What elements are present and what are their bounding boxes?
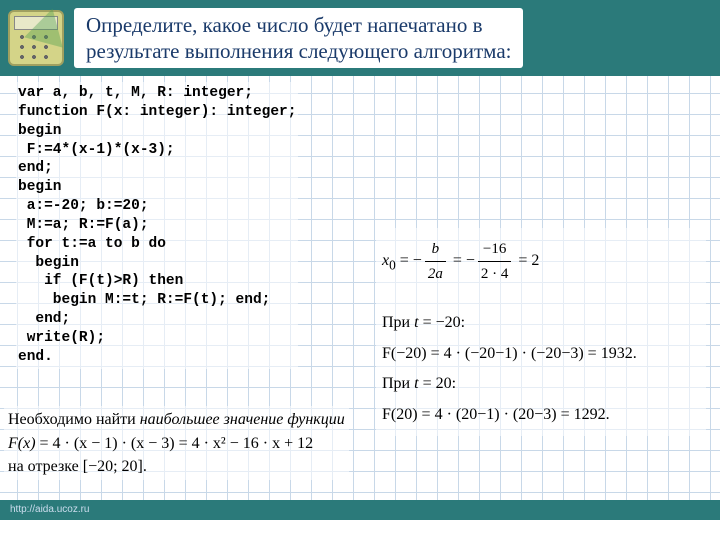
restate-interval: [−20; 20]. [83, 458, 147, 475]
footer-url: http://aida.ucoz.ru [10, 504, 90, 515]
frac2-num: −16 [478, 237, 512, 262]
restate-expansion: = 4 · (x − 1) · (x − 3) = 4 · x² − 16 · … [36, 435, 314, 452]
frac1-den: 2a [425, 262, 446, 286]
restate-3a: на отрезке [8, 458, 83, 475]
problem-restatement: Необходимо найти наибольшее значение фун… [4, 406, 349, 480]
vertex-formula: x0 = −b2a = −−162 · 4 = 2 [382, 237, 700, 286]
frac1-num: b [425, 237, 446, 262]
frac2-den: 2 · 4 [478, 262, 512, 286]
restate-fx: F(x) [8, 435, 36, 452]
eval-f-neg20: F(−20) = 4 · (−20−1) · (−20−3) = 1932. [382, 341, 700, 367]
slide-footer: http://aida.ucoz.ru [0, 500, 720, 520]
slide-header: Определите, какое число будет напечатано… [0, 0, 720, 76]
eval-t-20-label: При t = 20: [382, 371, 700, 397]
title-line-1: Определите, какое число будет напечатано… [86, 12, 511, 38]
restate-1a: Необходимо найти [8, 411, 140, 428]
slide-title: Определите, какое число будет напечатано… [74, 8, 523, 69]
eval-f-20: F(20) = 4 · (20−1) · (20−3) = 1292. [382, 402, 700, 428]
pascal-code-block: var a, b, t, M, R: integer; function F(x… [16, 82, 298, 369]
restate-line-2: F(x) = 4 · (x − 1) · (x − 3) = 4 · x² − … [8, 432, 345, 455]
slide-content-grid: var a, b, t, M, R: integer; function F(x… [0, 76, 720, 520]
restate-1b: наибольшее значение функции [140, 411, 345, 428]
restate-line-1: Необходимо найти наибольшее значение фун… [8, 408, 345, 431]
title-line-2: результате выполнения следующего алгорит… [86, 38, 511, 64]
restate-line-3: на отрезке [−20; 20]. [8, 455, 345, 478]
vertex-rhs: = 2 [514, 252, 539, 269]
math-solution-panel: x0 = −b2a = −−162 · 4 = 2 При t = −20: F… [376, 228, 706, 436]
eval-t-neg20-label: При t = −20: [382, 310, 700, 336]
